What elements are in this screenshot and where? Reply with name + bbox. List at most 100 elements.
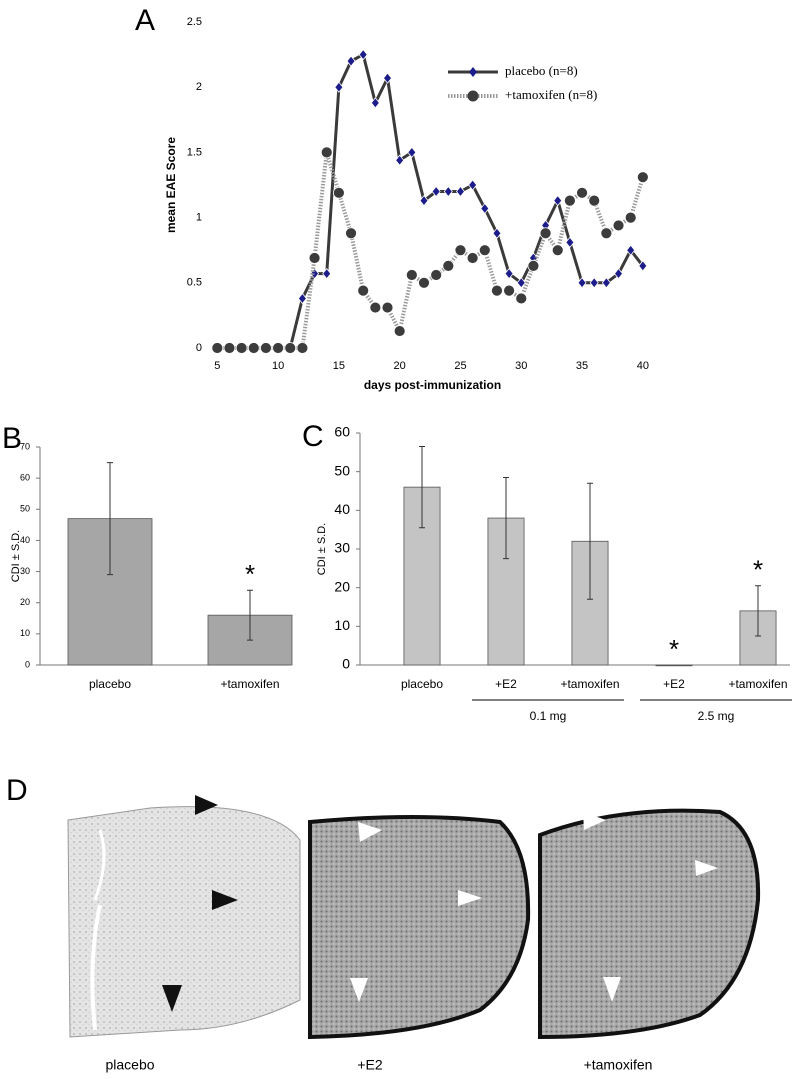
arrow: [212, 890, 238, 910]
marker: [357, 284, 370, 297]
marker: [539, 227, 552, 240]
marker: [211, 342, 224, 354]
error-bar: [587, 482, 593, 600]
marker: [383, 72, 393, 84]
marker: [601, 277, 611, 289]
x-tick-label: 5: [214, 360, 220, 372]
arrow: [695, 860, 718, 876]
marker: [260, 342, 272, 354]
marker: [345, 227, 357, 240]
panel-label: B: [2, 422, 22, 455]
y-tick-label: 20: [334, 578, 350, 594]
section-image: [538, 808, 761, 1040]
marker: [455, 185, 465, 198]
legend-label: +tamoxifen (n=8): [505, 87, 597, 102]
marker: [565, 236, 575, 249]
y-tick-label: 0: [196, 342, 202, 354]
marker: [563, 194, 576, 207]
y-tick-label: 0: [342, 656, 350, 672]
marker: [247, 342, 260, 354]
marker: [430, 269, 443, 281]
marker: [405, 269, 418, 281]
panel-label: A: [135, 4, 155, 37]
y-tick-label: 0: [25, 659, 30, 669]
panel-d-images: [67, 795, 761, 1040]
marker: [454, 244, 467, 257]
y-tick-label: 60: [20, 473, 30, 483]
marker: [334, 81, 344, 93]
y-tick-label: 0.5: [187, 277, 202, 289]
error-bar: [503, 476, 509, 560]
y-tick-label: 10: [334, 617, 350, 633]
significance-mark: *: [245, 559, 255, 589]
y-tick-label: 40: [20, 535, 30, 545]
image-caption: +tamoxifen: [584, 1057, 653, 1073]
marker: [553, 195, 563, 207]
marker: [551, 244, 564, 257]
marker: [504, 268, 514, 280]
y-tick-label: 50: [334, 462, 350, 478]
crack: [90, 904, 102, 1031]
marker: [395, 154, 405, 166]
marker: [443, 185, 453, 198]
x-tick-label: 35: [576, 360, 588, 372]
x-tick-label: +E2: [663, 677, 685, 691]
y-tick-label: 60: [334, 424, 350, 440]
y-tick-label: 2.5: [187, 16, 202, 28]
marker: [491, 284, 503, 297]
marker: [418, 276, 430, 289]
marker: [381, 301, 394, 314]
error-bar: [755, 585, 761, 637]
marker: [612, 219, 625, 232]
marker: [478, 244, 491, 257]
x-axis-label: days post-immunization: [364, 378, 501, 392]
bar: [655, 664, 693, 667]
x-tick-label: placebo: [89, 677, 131, 691]
y-tick-label: 70: [20, 441, 30, 451]
y-tick-label: 2: [196, 81, 202, 93]
x-tick-label: 10: [272, 360, 284, 372]
marker: [468, 179, 478, 191]
arrow: [162, 985, 182, 1012]
marker: [320, 146, 333, 159]
y-axis-label: CDI ± S.D.: [316, 523, 328, 576]
marker: [577, 277, 587, 289]
marker: [407, 146, 417, 159]
error-bar: [419, 446, 425, 529]
x-tick-label: 15: [333, 360, 345, 372]
marker: [492, 227, 502, 239]
crack: [93, 829, 106, 901]
marker: [223, 342, 236, 354]
arrow: [603, 977, 621, 1002]
marker: [370, 97, 380, 109]
marker: [272, 342, 284, 354]
x-tick-label: 40: [637, 360, 649, 372]
marker: [322, 268, 332, 280]
marker: [515, 292, 528, 305]
y-tick-label: 30: [334, 540, 350, 556]
error-bar: [247, 589, 253, 641]
marker: [480, 202, 490, 215]
x-tick-label: +tamoxifen: [560, 677, 619, 691]
image-caption: +E2: [357, 1057, 383, 1073]
legend-label: placebo (n=8): [505, 63, 578, 78]
image-caption: placebo: [105, 1057, 154, 1073]
marker: [369, 301, 382, 314]
arrow: [458, 890, 482, 906]
marker: [516, 277, 526, 289]
arrow: [195, 795, 218, 815]
y-tick-label: 30: [20, 566, 30, 576]
error-bar: [107, 462, 113, 576]
arrow: [358, 822, 382, 842]
legend-marker: [469, 67, 477, 77]
significance-mark: *: [669, 634, 679, 664]
y-tick-label: 10: [20, 628, 30, 638]
marker: [527, 259, 540, 272]
x-tick-label: 30: [515, 360, 527, 372]
y-axis-label: CDI ± S.D.: [10, 530, 22, 583]
marker: [576, 186, 588, 199]
x-tick-label: 25: [454, 360, 466, 372]
marker: [589, 277, 599, 289]
y-tick-label: 1.5: [187, 146, 202, 158]
marker: [431, 185, 441, 198]
